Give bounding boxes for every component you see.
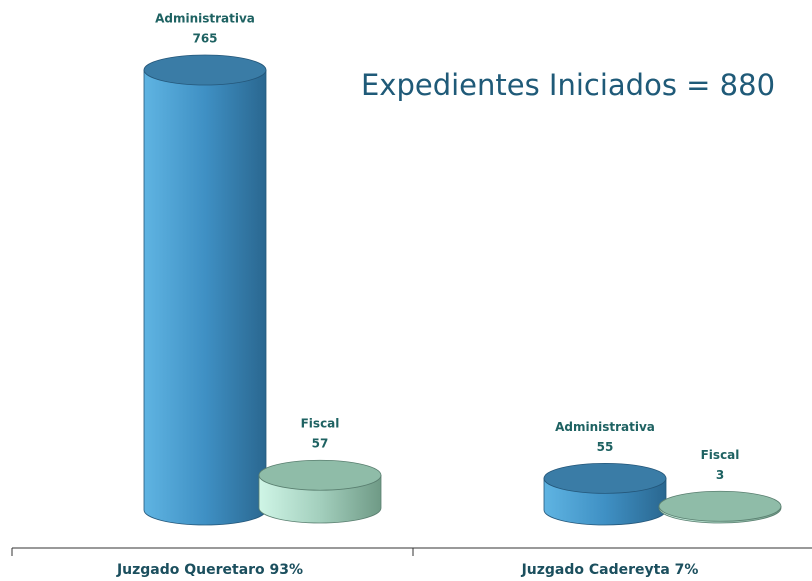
cylinder-top (658, 490, 782, 522)
data-label-name: Administrativa (555, 420, 655, 434)
data-label: 3 (716, 468, 724, 482)
x-tick-label: Juzgado Cadereyta 7% (521, 562, 699, 578)
data-label-name: Fiscal (701, 448, 740, 462)
chart-title: Expedientes Iniciados = 880 (361, 68, 775, 102)
cylinder-top (543, 462, 667, 494)
data-label-name: Administrativa (155, 12, 255, 26)
data-label: 55 (597, 440, 614, 454)
data-label: 57 (312, 437, 329, 451)
data-label-name: Fiscal (301, 417, 340, 431)
cylinder-top (143, 54, 267, 86)
cylinder-bar (143, 69, 267, 526)
x-tick-label: Juzgado Queretaro 93% (116, 562, 303, 578)
data-label: 765 (192, 32, 217, 46)
cylinder-top (258, 459, 382, 491)
